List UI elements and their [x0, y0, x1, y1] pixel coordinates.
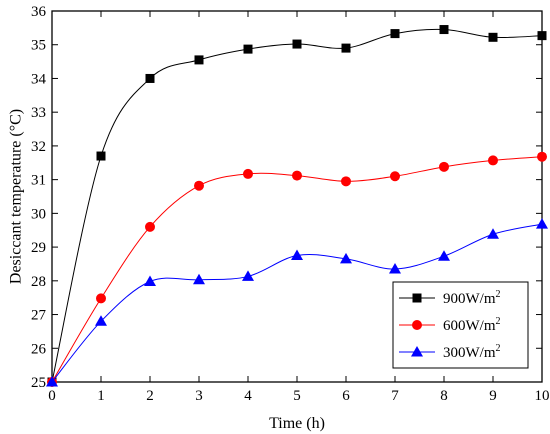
data-point	[340, 252, 352, 264]
legend-marker	[412, 293, 422, 303]
legend-label: 900W/m2	[443, 289, 501, 307]
data-point	[96, 293, 106, 304]
data-point	[194, 55, 204, 65]
y-tick-label: 35	[31, 38, 46, 54]
y-tick-label: 33	[31, 105, 46, 121]
x-tick-label: 5	[293, 388, 301, 404]
x-tick-label: 0	[48, 388, 56, 404]
data-point	[438, 250, 450, 261]
data-point	[487, 228, 499, 239]
data-point	[341, 176, 351, 187]
y-tick-label: 26	[31, 341, 47, 357]
legend-marker	[412, 320, 422, 330]
data-point	[488, 155, 498, 166]
y-tick-label: 34	[31, 71, 47, 87]
y-tick-label: 32	[31, 139, 46, 155]
data-point	[390, 171, 400, 182]
x-tick-label: 1	[97, 388, 105, 404]
x-axis-title: Time (h)	[269, 415, 325, 432]
series-line	[51, 156, 543, 383]
legend-label-text: 900W/m	[443, 291, 496, 307]
data-point	[537, 151, 547, 162]
x-tick-label: 4	[244, 388, 252, 404]
data-point	[292, 170, 302, 181]
data-point	[145, 221, 155, 232]
y-axis-title: Desiccant temperature (°C)	[8, 109, 25, 284]
y-tick-label: 25	[31, 375, 46, 391]
series-group	[46, 25, 548, 387]
series-triangle	[46, 218, 548, 387]
data-point	[488, 32, 498, 42]
data-point	[193, 273, 205, 285]
legend-label-text: 600W/m	[443, 318, 496, 334]
legend-entry: 600W/m2	[399, 316, 501, 334]
data-point	[536, 218, 548, 229]
x-tick-label: 9	[489, 388, 497, 404]
x-tick-label: 3	[195, 388, 203, 404]
legend-marker	[411, 346, 423, 357]
legend-entry: 900W/m2	[399, 289, 501, 307]
y-tick-label: 31	[31, 173, 46, 189]
data-point	[145, 73, 155, 83]
x-tick-label: 8	[440, 388, 448, 404]
data-point	[95, 315, 107, 326]
data-point	[144, 275, 156, 286]
series-circle	[47, 151, 547, 387]
x-tick-label: 7	[391, 388, 399, 404]
y-tick-label: 30	[31, 206, 46, 222]
data-point	[46, 376, 58, 387]
data-point	[389, 263, 401, 274]
data-point	[292, 39, 302, 49]
legend-label: 300W/m2	[443, 343, 501, 361]
legend-label-superscript: 2	[496, 316, 501, 327]
data-point	[291, 249, 303, 261]
data-point	[242, 270, 254, 281]
data-point	[439, 25, 449, 35]
data-point	[537, 31, 547, 41]
series-square	[47, 25, 547, 387]
data-point	[439, 161, 449, 172]
x-tick-label: 10	[535, 388, 550, 404]
data-point	[96, 151, 106, 161]
data-point	[194, 180, 204, 191]
legend-label-superscript: 2	[496, 343, 501, 354]
legend-entry: 300W/m2	[399, 343, 501, 361]
y-tick-label: 27	[31, 308, 47, 324]
legend-label: 600W/m2	[443, 316, 501, 334]
y-tick-label: 36	[31, 4, 47, 20]
data-point	[390, 29, 400, 39]
y-tick-label: 29	[31, 240, 46, 256]
x-tick-label: 2	[146, 388, 154, 404]
data-point	[243, 44, 253, 54]
legend-label-text: 300W/m	[443, 345, 496, 361]
x-tick-label: 6	[342, 388, 350, 404]
legend-label-superscript: 2	[496, 289, 501, 300]
y-tick-label: 28	[31, 274, 46, 290]
data-point	[341, 43, 351, 53]
data-point	[243, 168, 253, 179]
